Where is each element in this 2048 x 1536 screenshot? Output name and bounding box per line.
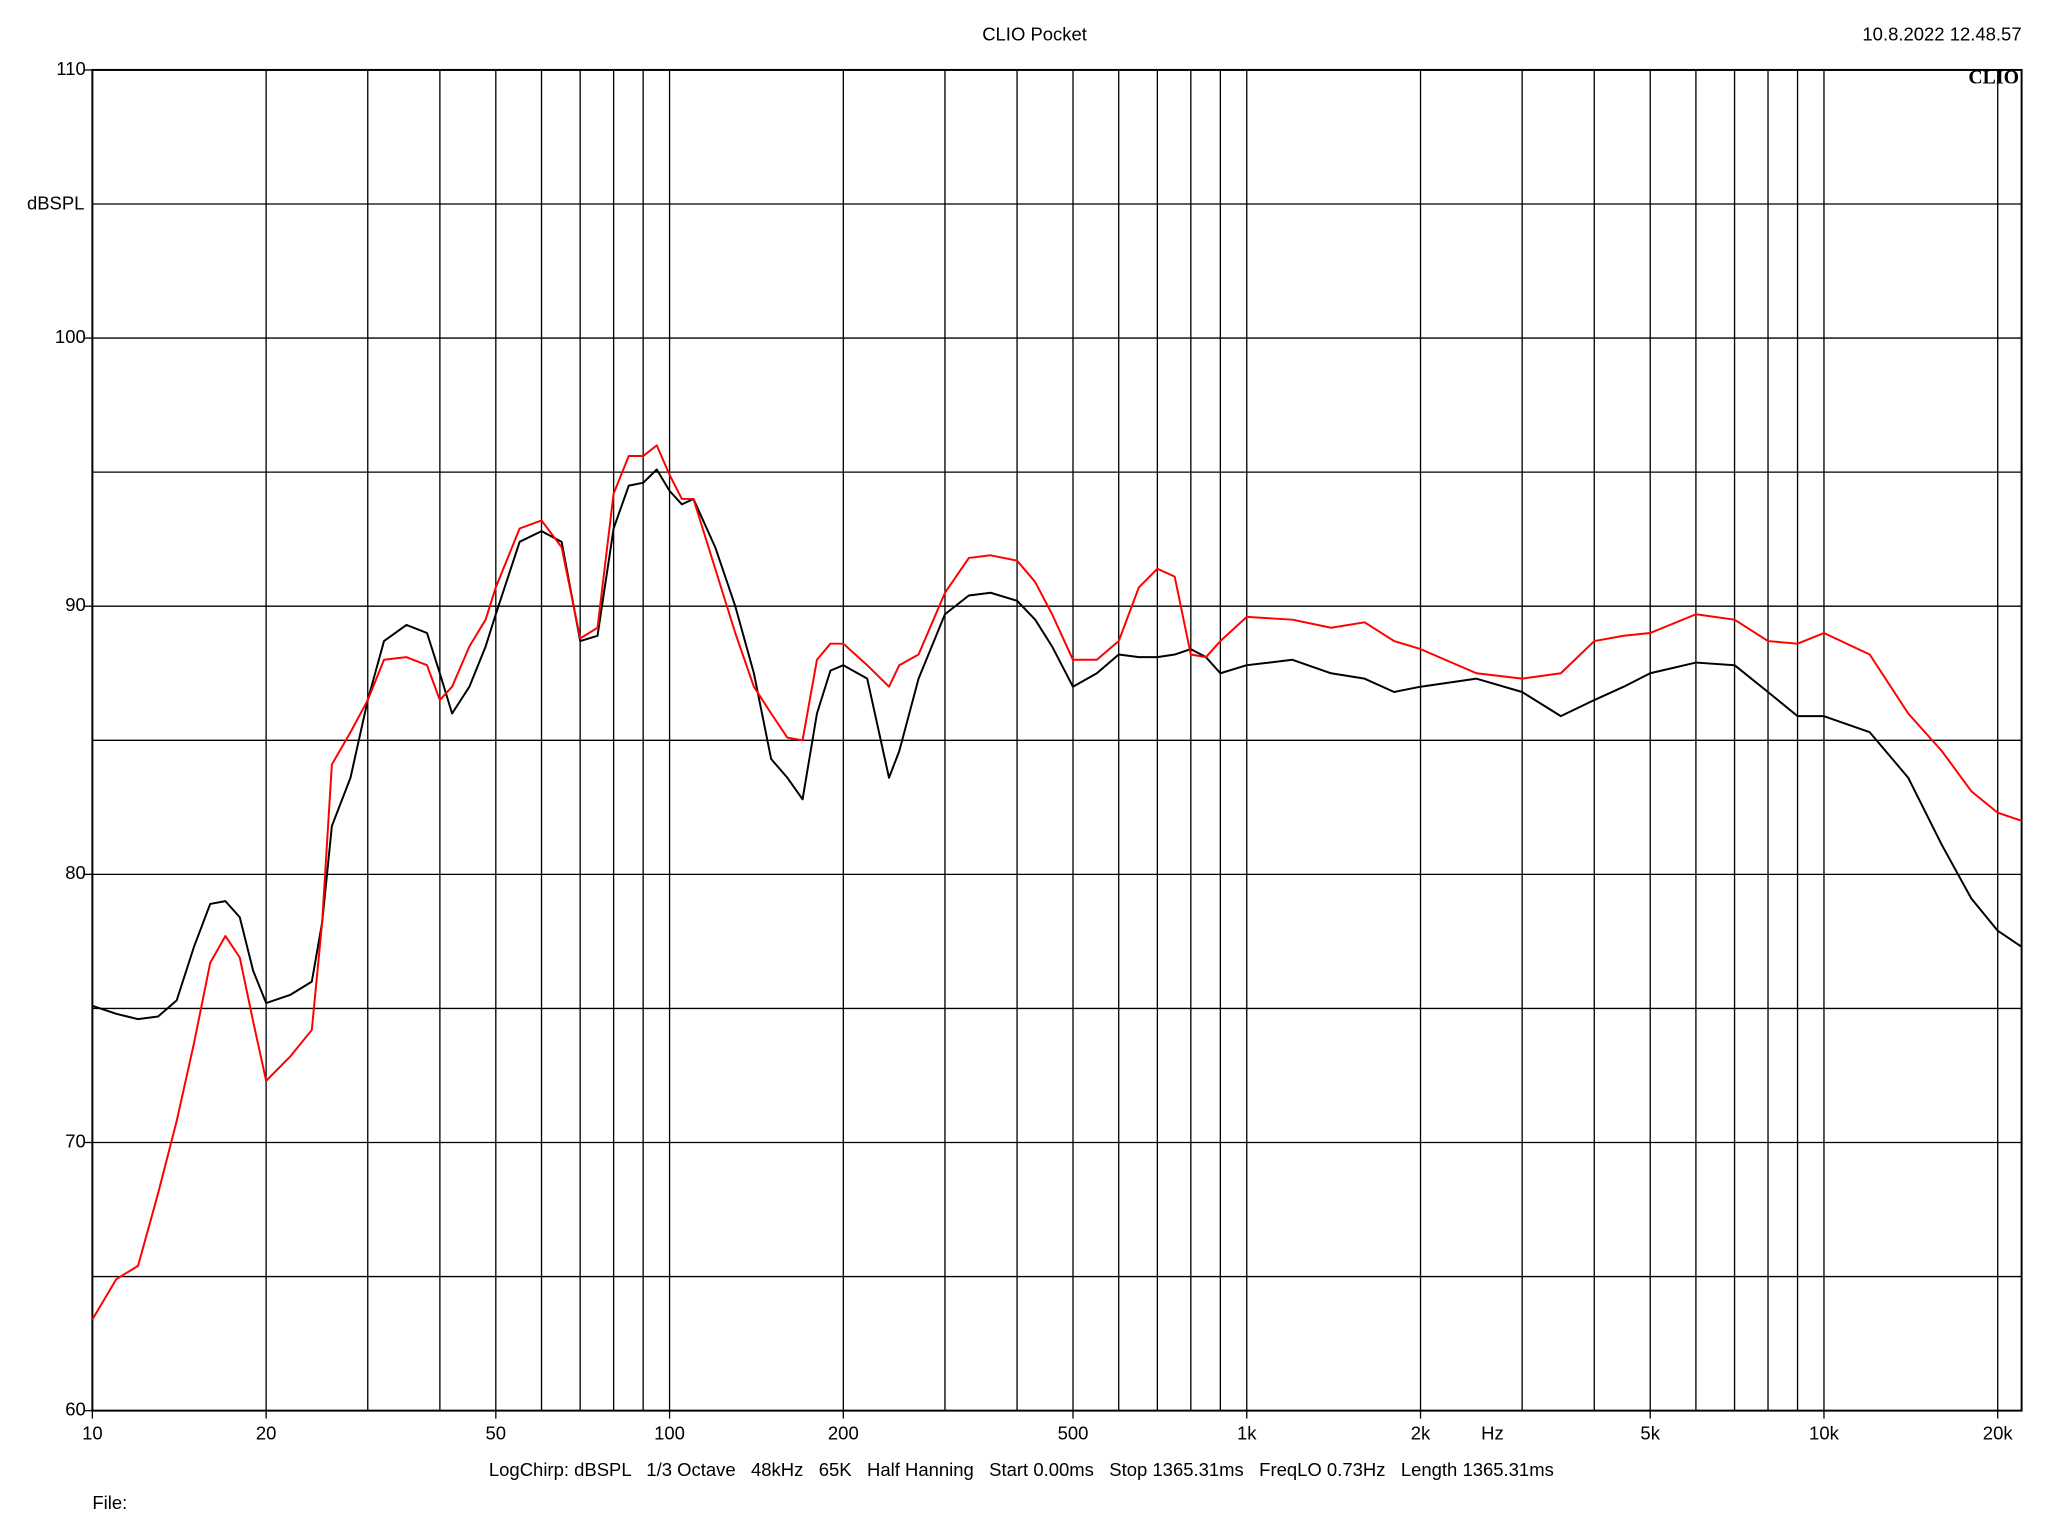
timestamp: 10.8.2022 12.48.57 [1862, 24, 2021, 45]
chart-title: CLIO Pocket [982, 24, 1087, 45]
logo: CLIO [1968, 67, 2019, 89]
x-axis-label: Hz [1481, 1422, 1504, 1443]
x-tick-label: 2k [1411, 1422, 1431, 1443]
x-tick-label: 100 [654, 1422, 685, 1443]
file-label: File: [92, 1492, 127, 1513]
plot-frame [91, 68, 2023, 1412]
y-tick-label: 60 [65, 1399, 86, 1420]
x-tick-label: 1k [1237, 1422, 1257, 1443]
x-tick-label: 10k [1809, 1422, 1840, 1443]
x-tick-label: 50 [486, 1422, 507, 1443]
x-tick-label: 10 [82, 1422, 103, 1443]
info-line: LogChirp: dBSPL 1/3 Octave 48kHz 65K Hal… [489, 1459, 1554, 1480]
x-tick-label: 5k [1640, 1422, 1660, 1443]
x-tick-label: 20k [1983, 1422, 2014, 1443]
x-tick-label: 200 [828, 1422, 859, 1443]
series-line [91, 444, 2022, 1320]
y-tick-label: 100 [55, 326, 86, 347]
x-tick-label: 20 [256, 1422, 277, 1443]
x-tick-label: 500 [1058, 1422, 1089, 1443]
y-tick-label: 70 [65, 1130, 86, 1151]
y-tick-label: 90 [65, 594, 86, 615]
y-tick-label: 110 [56, 58, 85, 79]
y-tick-label: 80 [65, 862, 86, 883]
y-axis-label: dBSPL [27, 192, 85, 213]
series-line [92, 468, 2023, 1021]
